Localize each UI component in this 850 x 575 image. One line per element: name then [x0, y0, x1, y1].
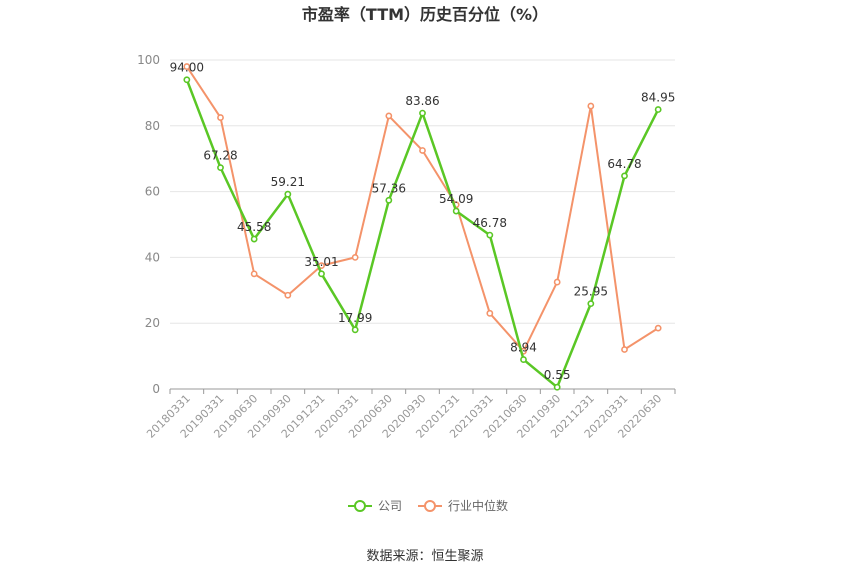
- data-label: 25.95: [574, 285, 608, 299]
- grid: [170, 59, 675, 324]
- data-point: [587, 300, 595, 308]
- data-point: [587, 102, 595, 110]
- data-label: 45.58: [237, 220, 271, 234]
- data-label: 8.94: [510, 341, 537, 355]
- data-label: 35.01: [304, 255, 338, 269]
- data-point: [183, 63, 191, 70]
- y-tick-label: 40: [145, 250, 160, 264]
- data-point: [217, 114, 224, 121]
- data-point: [621, 346, 628, 353]
- data-point: [419, 109, 426, 117]
- data-point: [250, 270, 258, 278]
- chart-title: 市盈率（TTM）历史百分位（%）: [302, 5, 548, 24]
- data-label: 54.09: [439, 192, 473, 206]
- y-tick-label: 20: [145, 316, 160, 330]
- y-tick-label: 60: [145, 185, 160, 199]
- legend-item[interactable]: 公司: [348, 499, 402, 513]
- legend-swatch-marker: [354, 500, 366, 512]
- data-label: 57.36: [372, 181, 406, 195]
- data-label: 94.00: [170, 61, 204, 75]
- legend-item[interactable]: 行业中位数: [418, 498, 508, 513]
- data-point: [284, 291, 292, 299]
- data-point: [351, 326, 359, 334]
- legend-label: 行业中位数: [448, 498, 508, 513]
- data-point: [486, 231, 494, 239]
- legend-label: 公司: [378, 499, 402, 513]
- legend[interactable]: 公司 行业中位数: [348, 498, 508, 513]
- legend-swatch-marker: [424, 500, 436, 512]
- data-point: [452, 207, 460, 215]
- data-point: [385, 196, 393, 204]
- data-label: 83.86: [405, 94, 439, 108]
- data-point: [553, 383, 561, 391]
- data-point: [385, 112, 393, 120]
- data-label: 67.28: [203, 149, 237, 163]
- data-label: 84.95: [641, 91, 675, 105]
- data-label: 0.55: [544, 368, 571, 382]
- data-point: [621, 172, 628, 180]
- series-line-industry-median: [185, 66, 659, 353]
- axes: 0204060801002018033120190331201906302019…: [137, 53, 676, 441]
- data-label: 64.78: [607, 157, 641, 171]
- data-label: 59.21: [271, 175, 305, 189]
- data-point: [553, 278, 561, 286]
- data-labels: 94.00 67.28 45.58 59.21 35.01 17.99 57.36 83.86…: [170, 61, 676, 382]
- y-tick-label: 100: [137, 53, 160, 67]
- source-note: 数据来源：恒生聚源: [366, 549, 483, 564]
- data-point: [318, 270, 325, 278]
- data-point: [183, 76, 191, 84]
- data-point: [284, 190, 292, 198]
- data-label: 46.78: [473, 216, 507, 230]
- data-point: [419, 147, 426, 154]
- y-tick-label: 0: [152, 382, 160, 396]
- data-point: [217, 164, 224, 172]
- y-tick-label: 80: [145, 119, 160, 133]
- data-point: [520, 356, 527, 363]
- data-point: [250, 235, 258, 243]
- data-point: [654, 106, 662, 113]
- data-label: 17.99: [338, 311, 372, 325]
- data-point: [654, 324, 662, 332]
- series: [183, 63, 662, 391]
- data-point: [351, 253, 359, 261]
- data-point: [486, 309, 494, 317]
